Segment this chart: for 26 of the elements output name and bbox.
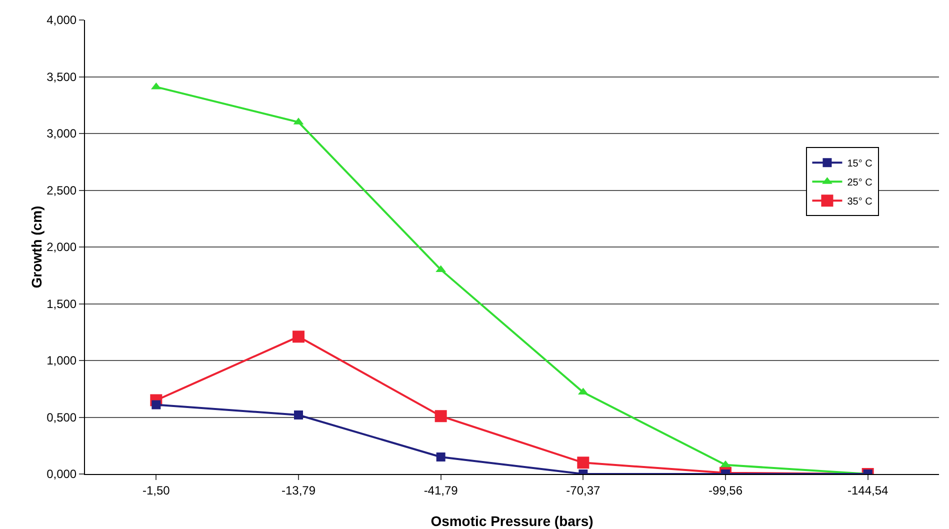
x-tick-label: -70,37 bbox=[566, 483, 601, 498]
y-tick-label: 2,000 bbox=[46, 240, 77, 254]
point bbox=[152, 400, 161, 410]
x-tick-label: -13,79 bbox=[281, 483, 316, 498]
point bbox=[434, 410, 447, 422]
x-axis-title: Osmotic Pressure (bars) bbox=[430, 513, 594, 529]
y-tick-label: 3,000 bbox=[46, 126, 77, 141]
y-tick-label: 4,000 bbox=[46, 13, 77, 28]
x-tick-label: -99,56 bbox=[708, 483, 743, 498]
point bbox=[292, 330, 304, 343]
legend-label: 35° C bbox=[847, 196, 872, 208]
point bbox=[577, 456, 590, 469]
x-tick-label: -144,54 bbox=[847, 483, 889, 498]
y-tick-label: 3,500 bbox=[46, 70, 77, 84]
y-tick-label: 1,000 bbox=[46, 354, 77, 368]
legend-label: 15° C bbox=[847, 158, 872, 170]
point bbox=[294, 410, 303, 420]
y-tick-label: 2,500 bbox=[46, 183, 77, 198]
y-axis-title: Growth (cm) bbox=[28, 206, 45, 288]
point bbox=[436, 452, 446, 462]
legend-label: 25° C bbox=[847, 178, 872, 189]
x-tick-label: -41,79 bbox=[424, 483, 458, 498]
y-tick-label: 0,500 bbox=[46, 410, 77, 424]
y-tick-label: 0,000 bbox=[46, 467, 77, 482]
x-tick-label: -1,50 bbox=[142, 483, 170, 498]
y-tick-label: 1,500 bbox=[46, 296, 77, 311]
